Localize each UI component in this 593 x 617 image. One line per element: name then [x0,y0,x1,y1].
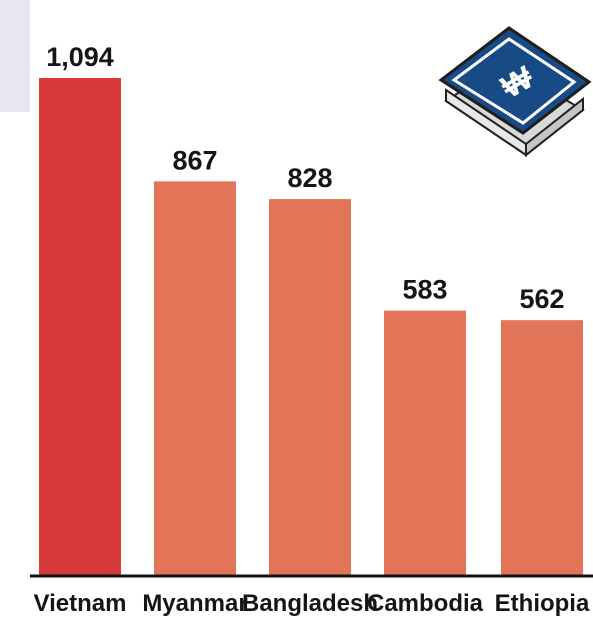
bar-bangladesh [269,199,351,576]
money-stack-icon: ₩ [438,26,592,158]
value-labels-group: 1,094 867 828 583 562 [46,42,564,314]
bar-ethiopia [501,320,583,576]
category-label-vietnam: Vietnam [34,590,127,617]
value-label-ethiopia: 562 [519,284,564,314]
category-label-bangladesh: Bangladesh [242,590,378,617]
bar-vietnam [39,78,121,576]
value-label-bangladesh: 828 [287,163,332,193]
banknote-top [438,26,592,135]
money-stack-side [525,96,584,158]
corner-decoration [0,0,30,112]
value-label-cambodia: 583 [402,275,447,305]
bar-myanmar [154,181,236,577]
banknote-border [451,37,577,125]
value-label-vietnam: 1,094 [46,42,114,72]
value-label-myanmar: 867 [172,145,217,175]
category-label-ethiopia: Ethiopia [495,590,590,617]
category-label-myanmar: Myanmar [142,590,247,617]
category-label-cambodia: Cambodia [367,590,484,617]
bar-cambodia [384,310,466,576]
bars-group [39,78,583,577]
